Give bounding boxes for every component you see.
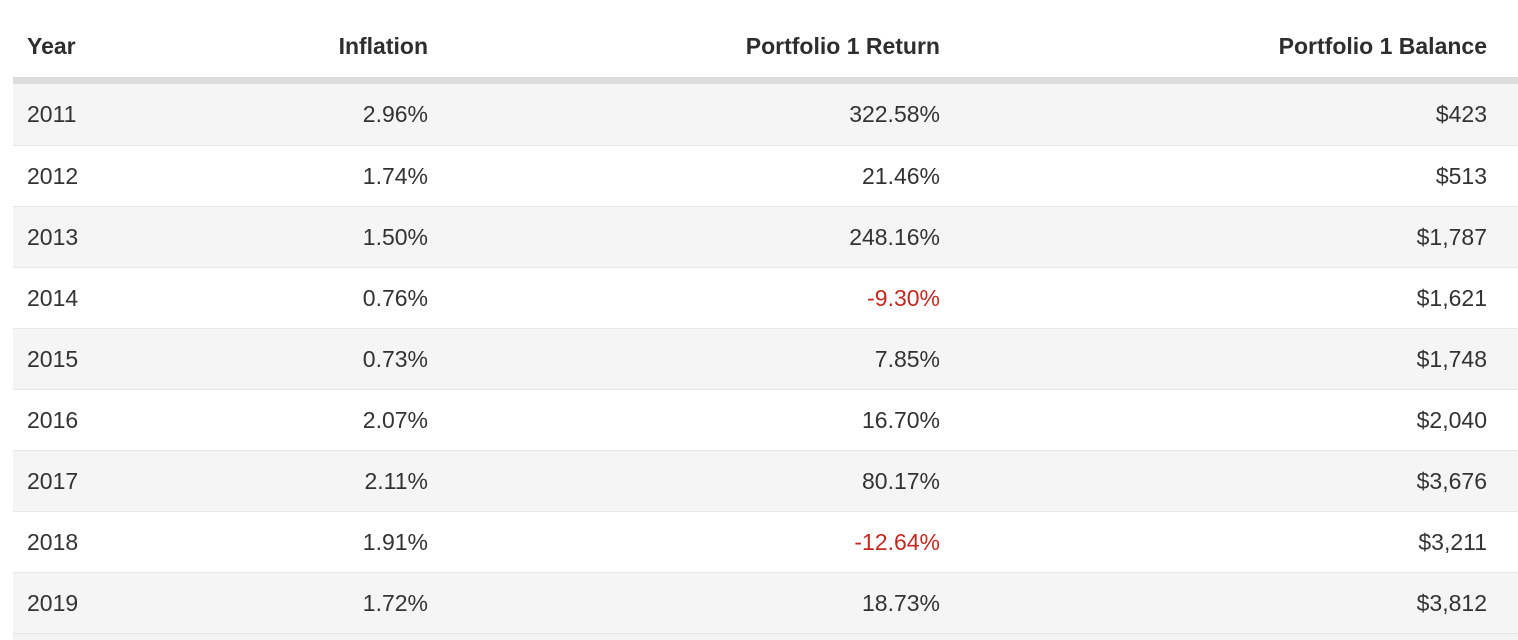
table-row: 2018 1.91% -12.64% $3,211 (13, 511, 1518, 573)
return-cell: -12.64% (428, 511, 940, 573)
balance-cell: $513 (940, 145, 1518, 207)
portfolio-annual-returns-table: Year Inflation Portfolio 1 Return Portfo… (13, 0, 1518, 633)
balance-cell: $3,812 (940, 572, 1518, 633)
table-row: 2014 0.76% -9.30% $1,621 (13, 267, 1518, 329)
balance-cell: $3,676 (940, 450, 1518, 512)
col-header-portfolio-balance: Portfolio 1 Balance (940, 0, 1518, 84)
table-row: 2015 0.73% 7.85% $1,748 (13, 328, 1518, 390)
balance-cell: $1,621 (940, 267, 1518, 329)
balance-cell: $1,748 (940, 328, 1518, 390)
balance-cell: $3,211 (940, 511, 1518, 573)
inflation-cell: 2.07% (293, 389, 428, 451)
inflation-cell: 2.11% (293, 450, 428, 512)
year-cell: 2017 (13, 450, 293, 512)
portfolio-returns-table-wrap: Year Inflation Portfolio 1 Return Portfo… (13, 0, 1518, 633)
return-cell: -9.30% (428, 267, 940, 329)
inflation-cell: 1.50% (293, 206, 428, 268)
table-bottom-divider (13, 633, 1518, 640)
inflation-cell: 1.72% (293, 572, 428, 633)
table-row: 2017 2.11% 80.17% $3,676 (13, 450, 1518, 512)
inflation-cell: 0.73% (293, 328, 428, 390)
year-cell: 2016 (13, 389, 293, 451)
return-cell: 21.46% (428, 145, 940, 207)
return-cell: 7.85% (428, 328, 940, 390)
year-cell: 2011 (27, 101, 77, 127)
table-row: 2019 1.72% 18.73% $3,812 (13, 572, 1518, 633)
balance-cell: $2,040 (940, 389, 1518, 451)
return-cell: 80.17% (428, 450, 940, 512)
return-cell: 18.73% (428, 572, 940, 633)
return-cell: 322.58% (849, 101, 940, 127)
col-header-inflation: Inflation (293, 0, 428, 84)
col-header-portfolio-return: Portfolio 1 Return (428, 0, 940, 84)
table-row: 2013 1.50% 248.16% $1,787 (13, 206, 1518, 268)
inflation-cell: 0.76% (293, 267, 428, 329)
table-row: 2012 1.74% 21.46% $513 (13, 145, 1518, 207)
year-cell: 2018 (13, 511, 293, 573)
balance-cell: $1,787 (940, 206, 1518, 268)
inflation-cell: 2.96% (362, 101, 428, 127)
return-cell: 16.70% (428, 389, 940, 451)
year-cell: 2019 (13, 572, 293, 633)
table-row: 2011 2.96% 322.58% $423 (13, 80, 1518, 146)
return-cell: 248.16% (428, 206, 940, 268)
inflation-cell: 1.91% (293, 511, 428, 573)
table-row: 2016 2.07% 16.70% $2,040 (13, 389, 1518, 451)
year-cell: 2012 (13, 145, 293, 207)
year-cell: 2015 (13, 328, 293, 390)
balance-cell: $423 (1435, 101, 1487, 127)
col-header-year: Year (13, 0, 293, 84)
year-cell: 2013 (13, 206, 293, 268)
inflation-cell: 1.74% (293, 145, 428, 207)
year-cell: 2014 (13, 267, 293, 329)
table-header-row: Year Inflation Portfolio 1 Return Portfo… (13, 0, 1518, 84)
